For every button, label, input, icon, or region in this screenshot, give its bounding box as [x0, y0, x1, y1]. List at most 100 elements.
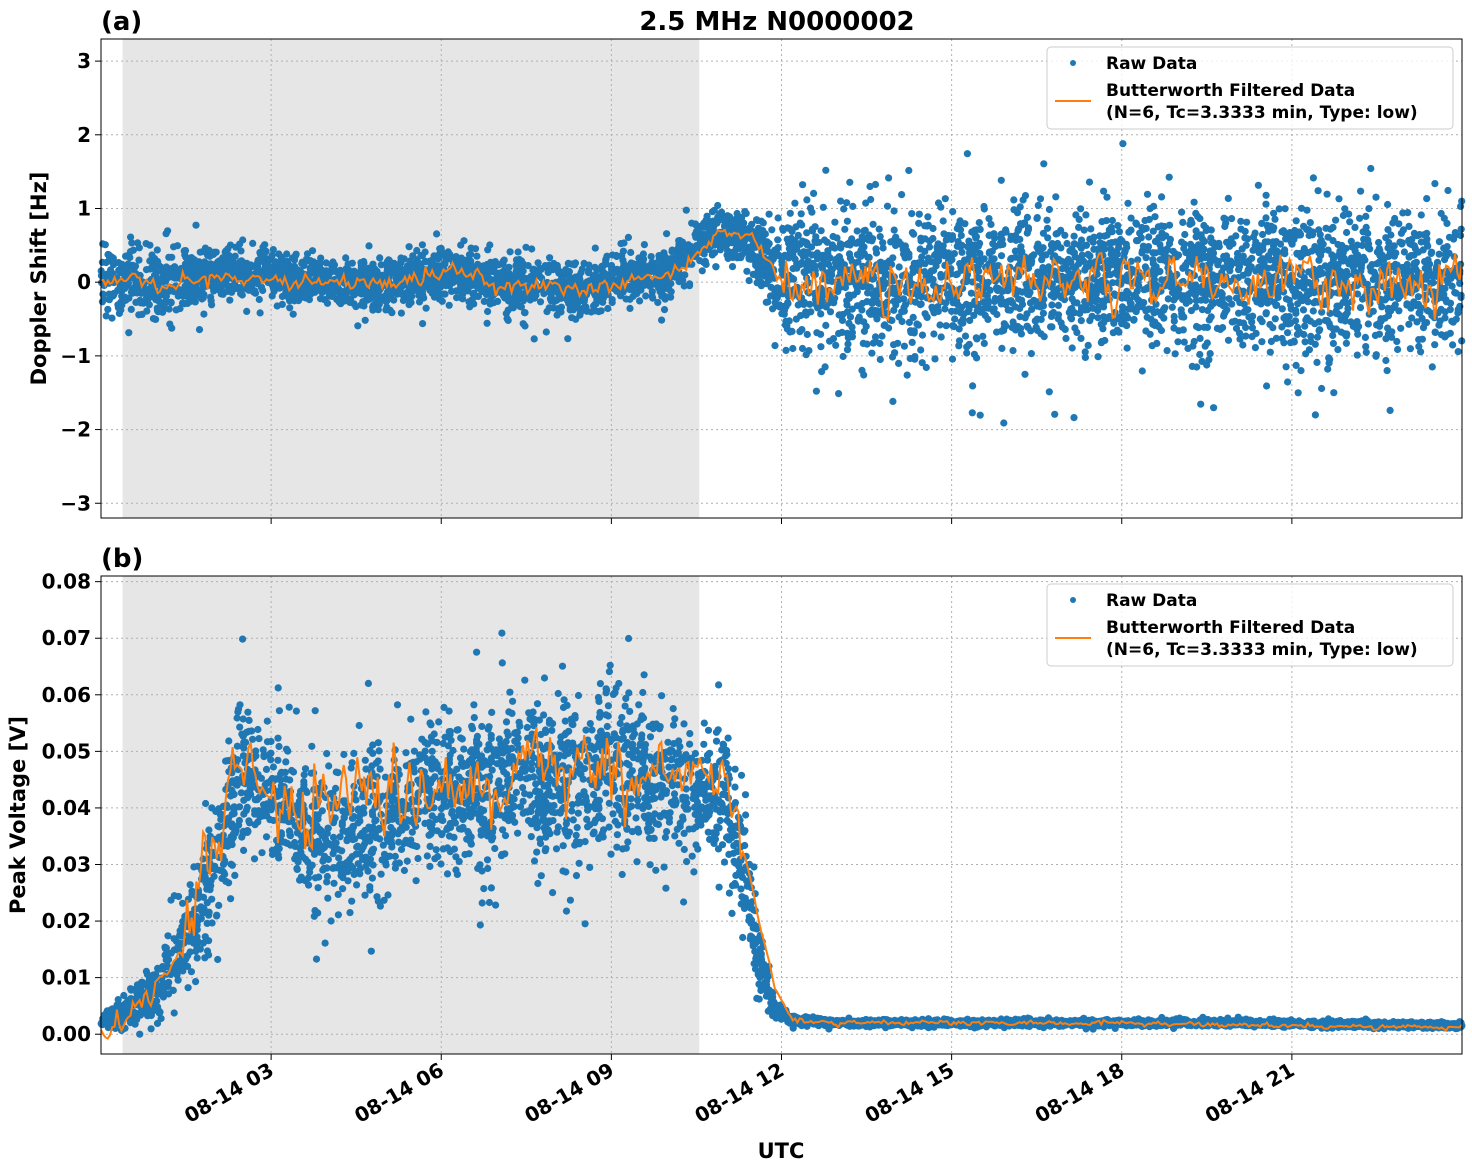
a-raw-point — [1207, 313, 1215, 321]
a-raw-point — [822, 321, 830, 329]
a-raw-point — [1043, 224, 1052, 232]
a-raw-point — [1315, 256, 1323, 264]
a-raw-point — [1033, 326, 1042, 335]
a-raw-point — [1224, 194, 1232, 202]
a-raw-point — [557, 276, 565, 284]
a-raw-point — [1384, 244, 1392, 252]
a-raw-point — [1413, 318, 1421, 326]
a-raw-point — [688, 219, 696, 227]
a-raw-point — [826, 337, 834, 345]
a-raw-point — [1270, 256, 1278, 264]
a-raw-point — [1197, 296, 1205, 304]
a-raw-point — [1087, 225, 1095, 233]
a-raw-point — [1220, 214, 1228, 222]
a-raw-point — [1196, 334, 1204, 342]
a-raw-point — [858, 306, 866, 314]
a-raw-point — [534, 259, 542, 267]
a-raw-point — [1174, 338, 1182, 346]
a-raw-point — [810, 189, 818, 197]
a-raw-point — [883, 202, 892, 210]
a-raw-point — [1151, 213, 1159, 221]
a-raw-point — [612, 251, 620, 260]
a-raw-point — [929, 224, 937, 233]
a-raw-point — [1315, 226, 1323, 234]
a-raw-point — [832, 261, 841, 269]
a-raw-point — [1295, 228, 1303, 236]
a-raw-point — [864, 234, 872, 242]
a-raw-point — [1132, 219, 1140, 227]
a-raw-point — [918, 331, 927, 339]
a-raw-point — [1104, 265, 1112, 273]
a-raw-point — [696, 232, 704, 240]
a-raw-point — [135, 244, 143, 252]
a-raw-point — [1049, 308, 1058, 317]
a-raw-point — [576, 309, 585, 317]
a-raw-point — [386, 306, 394, 314]
a-raw-point — [1188, 219, 1196, 227]
a-raw-point — [1340, 271, 1348, 279]
a-raw-point — [1180, 240, 1188, 248]
a-raw-point — [1027, 350, 1035, 358]
a-raw-point — [359, 298, 367, 306]
a-raw-point — [1075, 223, 1083, 231]
a-raw-point — [1306, 219, 1314, 227]
a-raw-point — [1414, 300, 1422, 308]
a-raw-point — [1263, 382, 1271, 390]
a-raw-point — [1309, 307, 1317, 315]
a-raw-point — [846, 241, 854, 249]
a-raw-point — [1262, 191, 1270, 199]
a-raw-point — [1377, 317, 1385, 325]
a-raw-point — [997, 176, 1005, 184]
a-raw-point — [1081, 348, 1089, 356]
a-raw-point — [843, 217, 852, 225]
a-raw-point — [956, 243, 964, 251]
a-raw-point — [1317, 236, 1325, 244]
a-raw-point — [1061, 231, 1069, 239]
a-raw-point — [1196, 350, 1204, 359]
a-raw-point — [1047, 323, 1055, 331]
a-raw-point — [198, 289, 207, 297]
a-raw-point — [817, 310, 825, 318]
a-raw-point — [1387, 231, 1395, 239]
a-raw-point — [1431, 341, 1439, 349]
a-raw-point — [1145, 233, 1153, 241]
a-raw-point — [1319, 269, 1327, 277]
a-raw-point — [1372, 352, 1380, 360]
a-raw-point — [126, 248, 135, 256]
a-raw-point — [1445, 233, 1454, 241]
a-raw-point — [619, 247, 628, 255]
a-raw-point — [137, 299, 145, 307]
a-raw-point — [890, 341, 898, 349]
a-raw-point — [298, 259, 306, 268]
a-raw-point — [788, 327, 796, 335]
a-raw-point — [865, 253, 873, 261]
a-raw-point — [1321, 262, 1329, 270]
a-raw-point — [1271, 215, 1279, 223]
a-raw-point — [1068, 344, 1076, 352]
a-raw-point — [782, 346, 790, 354]
a-raw-point — [291, 252, 300, 260]
a-raw-point — [1397, 324, 1405, 332]
a-raw-point — [1262, 200, 1270, 208]
a-raw-point — [1052, 193, 1060, 201]
a-raw-point — [1303, 290, 1311, 298]
a-raw-point — [543, 308, 551, 316]
a-raw-point — [1084, 250, 1092, 258]
a-raw-point — [599, 262, 607, 270]
a-raw-point — [104, 305, 112, 313]
a-raw-point — [1086, 317, 1094, 325]
a-raw-point — [1042, 251, 1050, 259]
a-raw-point — [840, 205, 848, 213]
a-raw-point — [1442, 252, 1450, 260]
a-raw-point — [658, 292, 666, 300]
a-raw-point — [1364, 236, 1372, 244]
a-raw-point — [1150, 202, 1158, 210]
a-raw-point — [1100, 318, 1108, 326]
a-raw-point — [519, 291, 527, 299]
a-raw-point — [928, 303, 936, 311]
a-raw-point — [921, 222, 929, 230]
a-raw-point — [640, 281, 649, 289]
a-raw-point — [255, 295, 263, 304]
a-raw-point — [1431, 180, 1439, 188]
a-raw-point — [1330, 389, 1338, 397]
